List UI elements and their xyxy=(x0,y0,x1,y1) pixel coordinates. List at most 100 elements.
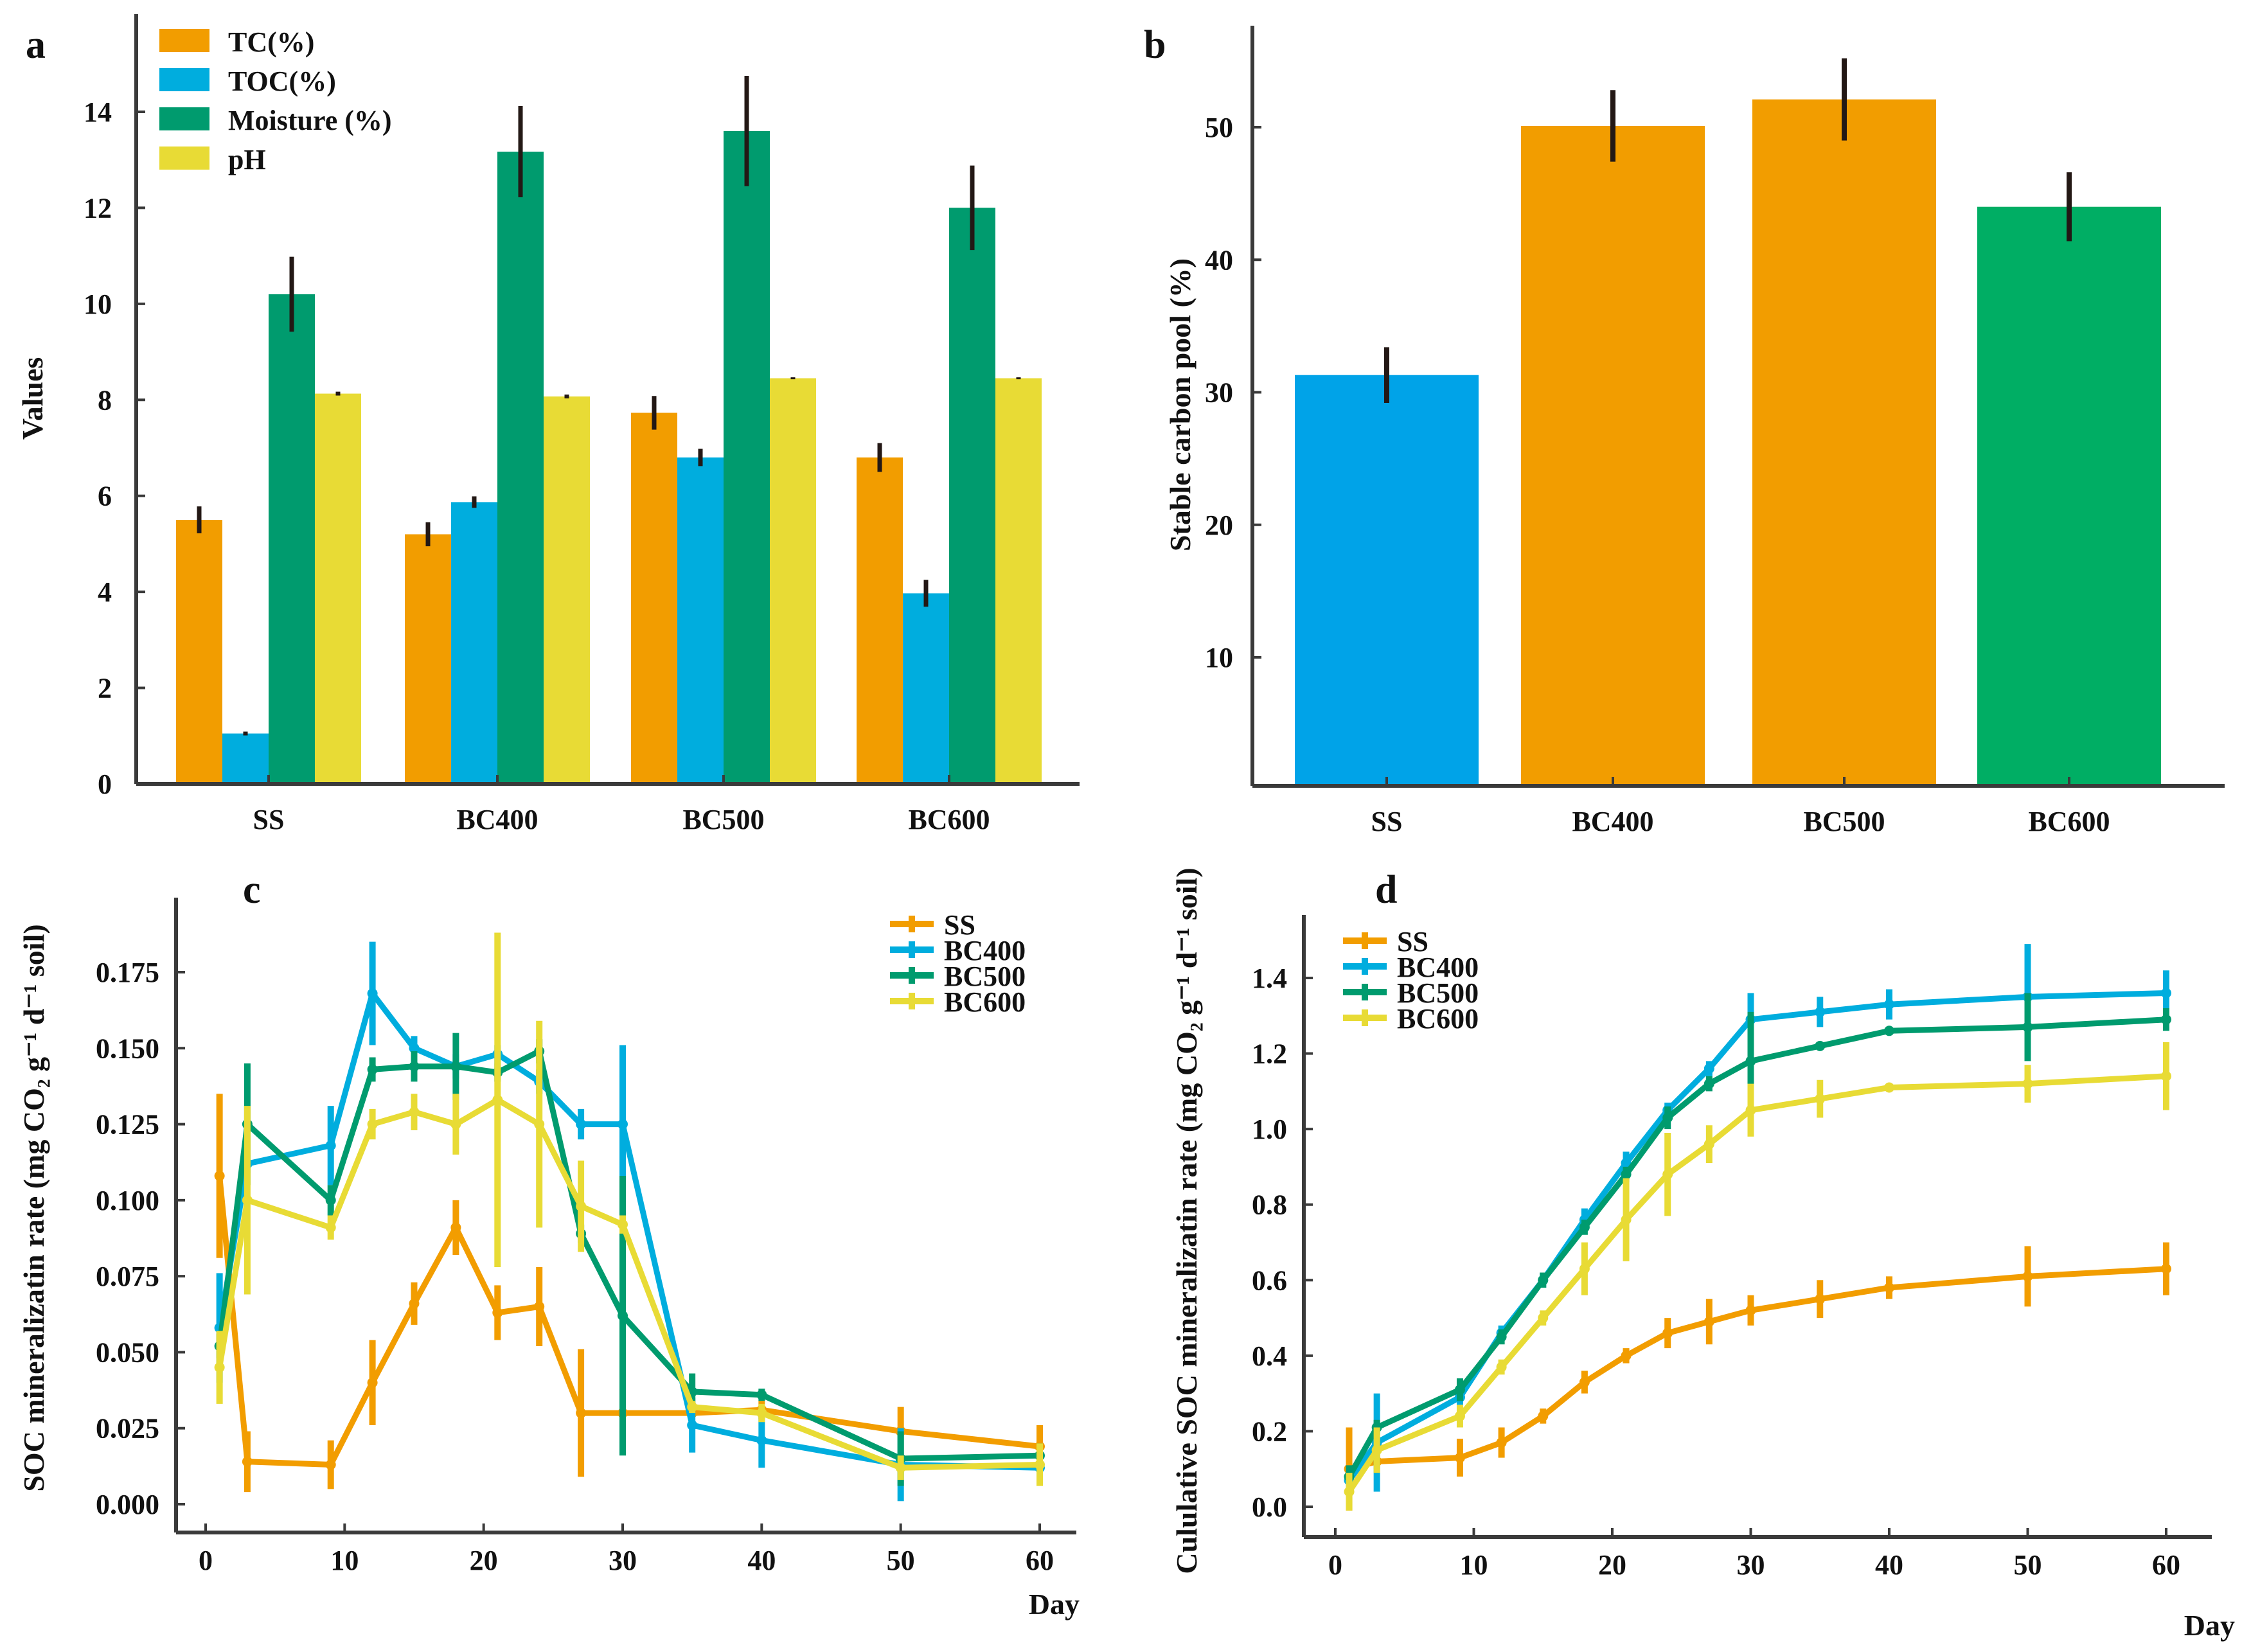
data-point xyxy=(1745,1056,1756,1067)
x-tick-label: 0 xyxy=(199,1545,213,1576)
data-point xyxy=(1496,1437,1507,1448)
data-point xyxy=(1884,999,1894,1010)
y-tick-label: 30 xyxy=(1205,377,1233,409)
y-tick-label: 0.4 xyxy=(1252,1340,1287,1372)
data-point xyxy=(1704,1063,1714,1074)
y-tick-label: 50 xyxy=(1205,112,1233,143)
series-line-bc600 xyxy=(217,1097,1040,1471)
data-point xyxy=(1538,1313,1549,1324)
data-point xyxy=(1884,1082,1894,1093)
bar-ph-bc400 xyxy=(544,396,590,784)
legend-label: BC400 xyxy=(944,935,1026,966)
y-tick-label: 14 xyxy=(84,96,112,128)
data-point xyxy=(214,1362,225,1373)
data-point xyxy=(1815,1293,1826,1304)
data-point xyxy=(1538,1275,1549,1286)
x-tick-label: 50 xyxy=(887,1545,915,1576)
d-lines xyxy=(1344,944,2171,1511)
bar-moisture-bc400 xyxy=(497,152,544,784)
data-point xyxy=(1454,1410,1465,1421)
bar-toc-bc500 xyxy=(677,457,724,784)
y-tick-label: 2 xyxy=(98,673,112,704)
y-tick-label: 0.0 xyxy=(1252,1491,1287,1523)
panel-d-line-chart: d Cululative SOC mineralizatin rate (mg … xyxy=(1170,867,2235,1642)
series-bc600 xyxy=(214,932,1045,1486)
bar-ss xyxy=(1295,375,1479,786)
data-point xyxy=(2161,1070,2171,1081)
x-tick-label: SS xyxy=(253,804,285,835)
y-tick-label: 12 xyxy=(84,192,112,224)
series-bc400 xyxy=(214,941,1045,1502)
legend-label: BC500 xyxy=(1397,977,1479,1009)
x-axis-title-c: Day xyxy=(1029,1588,1080,1621)
data-point xyxy=(1579,1263,1590,1274)
series-line-ss xyxy=(1348,1266,2167,1472)
data-point xyxy=(367,1119,378,1130)
y-tick-label: 0.000 xyxy=(96,1489,159,1520)
bar-toc-bc600 xyxy=(903,593,949,784)
bar-toc-bc400 xyxy=(451,502,497,784)
data-point xyxy=(1662,1328,1673,1338)
series-line-bc600 xyxy=(1346,1073,2167,1493)
data-point xyxy=(367,1377,378,1388)
data-point xyxy=(492,1094,503,1105)
bar-bc600 xyxy=(1977,206,2161,786)
bar-ph-bc500 xyxy=(770,378,816,784)
data-point xyxy=(409,1298,420,1309)
data-point xyxy=(1496,1331,1507,1342)
series-line-bc500 xyxy=(1346,1017,2167,1479)
data-point xyxy=(1579,1221,1590,1232)
y-tick-label: 0.150 xyxy=(96,1033,159,1064)
y-tick-label: 0.175 xyxy=(96,957,159,988)
data-point xyxy=(687,1419,698,1430)
series-bc500 xyxy=(214,1033,1045,1486)
x-tick-label: SS xyxy=(1371,806,1403,837)
data-point xyxy=(1496,1362,1507,1372)
y-tick-label: 8 xyxy=(98,384,112,416)
a-legend: TC(%) TOC(%) Moisture (%) pH xyxy=(159,26,392,175)
panel-label-a: a xyxy=(26,23,46,67)
b-axes: 10 20 30 40 50 SS BC400 BC500 BC600 xyxy=(1205,26,2225,837)
data-point xyxy=(1704,1139,1714,1150)
c-axes: 0.000 0.025 0.050 0.075 0.100 0.125 0.150 0.175… xyxy=(96,898,1076,1576)
x-tick-label: 20 xyxy=(1598,1549,1626,1581)
x-tick-label: 0 xyxy=(1328,1549,1342,1581)
panel-label-c: c xyxy=(243,868,261,912)
legend-swatch xyxy=(159,147,209,170)
data-point xyxy=(1621,1350,1632,1361)
data-point xyxy=(409,1061,420,1072)
data-point xyxy=(534,1119,545,1130)
y-tick-label: 1.2 xyxy=(1252,1038,1287,1070)
y-tick-label: 0.8 xyxy=(1252,1189,1287,1221)
legend-swatch xyxy=(159,107,209,130)
data-point xyxy=(1538,1410,1549,1421)
x-tick-label: 60 xyxy=(2152,1549,2180,1581)
bar-ph-ss xyxy=(315,393,361,784)
y-tick-label: 0.125 xyxy=(96,1109,159,1141)
a-bars xyxy=(176,75,1042,784)
x-tick-label: 10 xyxy=(330,1545,359,1576)
b-bars xyxy=(1295,58,2161,786)
y-tick-label: 0.6 xyxy=(1252,1265,1287,1296)
x-tick-label: 50 xyxy=(2014,1549,2042,1581)
data-point xyxy=(895,1462,906,1473)
legend-label: BC600 xyxy=(1397,1003,1479,1035)
data-point xyxy=(367,988,378,999)
data-point xyxy=(450,1061,461,1072)
x-tick-label: 60 xyxy=(1026,1545,1054,1576)
data-point xyxy=(618,1310,628,1321)
data-point xyxy=(1884,1283,1894,1293)
data-point xyxy=(576,1119,587,1130)
legend-label: SS xyxy=(944,909,975,941)
series-line-bc400 xyxy=(217,990,1040,1471)
data-point xyxy=(756,1389,767,1400)
data-point xyxy=(2161,988,2171,999)
series-bc500 xyxy=(1344,993,2171,1488)
data-point xyxy=(1745,1305,1756,1316)
y-axis-title-d: Cululative SOC mineralizatin rate (mg CO… xyxy=(1170,867,1203,1574)
legend-label: TC(%) xyxy=(228,26,314,58)
bar-tc-bc400 xyxy=(405,534,451,784)
bar-bc500 xyxy=(1752,99,1936,786)
bar-moisture-bc600 xyxy=(949,208,995,784)
